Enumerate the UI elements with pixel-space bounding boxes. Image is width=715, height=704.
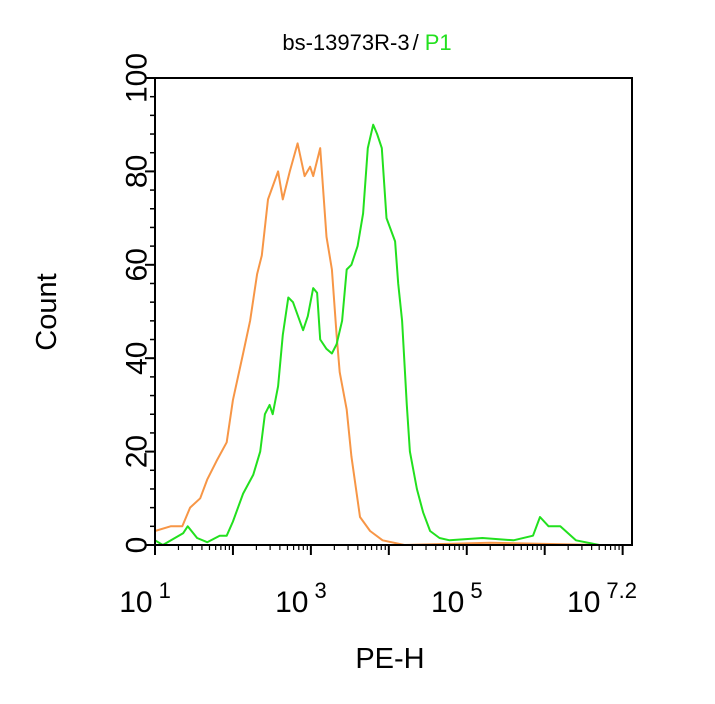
x-tick-base: 10: [431, 586, 464, 619]
x-tick-base: 10: [119, 586, 152, 619]
title-separator: /: [413, 30, 420, 55]
y-axis-title: Count: [31, 273, 63, 350]
x-tick-exponent: 5: [470, 578, 482, 603]
x-tick-label: 10 3: [275, 578, 327, 619]
x-tick-label: 10 1: [119, 578, 171, 619]
y-tick-label: 20: [121, 435, 154, 468]
x-tick-exponent: 7.2: [606, 578, 637, 603]
y-tick-label: 0: [121, 537, 154, 554]
x-tick-label: 10 5: [431, 578, 483, 619]
y-tick-label: 100: [121, 53, 154, 103]
x-tick-label: 10 7.2: [567, 578, 637, 619]
x-tick-base: 10: [275, 586, 308, 619]
y-tick-label: 80: [121, 155, 154, 188]
series-line-P1: [154, 123, 600, 546]
plot-frame: [154, 77, 633, 546]
x-tick-exponent: 3: [314, 578, 326, 603]
series-line-control: [154, 142, 600, 546]
title-gate: P1: [425, 30, 452, 55]
chart-title: bs-13973R-3/P1: [282, 30, 451, 55]
title-sample: bs-13973R-3: [282, 30, 409, 55]
y-tick-label: 40: [121, 342, 154, 375]
x-axis-title: PE-H: [355, 643, 424, 675]
x-tick-base: 10: [567, 586, 600, 619]
x-tick-exponent: 1: [159, 578, 171, 603]
y-tick-label: 60: [121, 248, 154, 281]
plot-area: [154, 123, 600, 546]
